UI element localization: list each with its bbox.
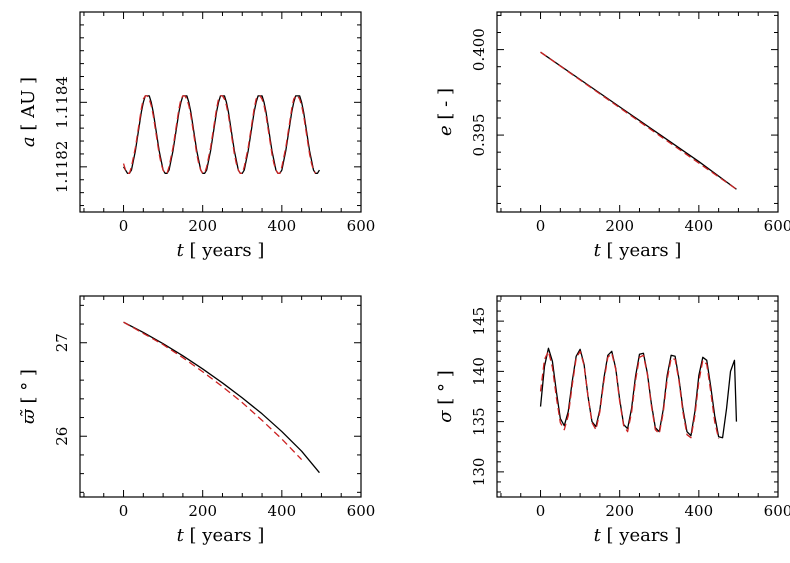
y-axis-label: σ [ ° ] <box>435 370 456 423</box>
x-tick-label: 600 <box>347 502 376 520</box>
x-axis-unit: [ years ] <box>601 525 682 546</box>
panel-sigma: 0 200 400 600 130 135 140 145 t [ years ] σ [ ° ] <box>435 295 790 546</box>
y-tick-label: 140 <box>470 357 488 386</box>
x-tick-label: 200 <box>188 217 217 235</box>
x-axis-label: t [ years ] <box>594 525 682 546</box>
y-axis-variable: e <box>435 125 456 136</box>
y-tick-label: 1.1184 <box>53 76 71 128</box>
y-axis-label: e [ - ] <box>435 88 456 136</box>
y-tick-label: 0.395 <box>470 114 488 157</box>
plot-frame <box>79 295 362 498</box>
y-axis-unit: [ ° ] <box>435 370 456 410</box>
plot-frame <box>496 11 779 213</box>
x-tick-label: 200 <box>605 502 634 520</box>
y-tick-label: 26 <box>53 427 71 446</box>
y-tick-label: 135 <box>470 407 488 436</box>
series-line-solid <box>540 51 737 190</box>
x-tick-label: 0 <box>119 502 129 520</box>
series-line-solid <box>122 95 320 174</box>
x-axis-variable: t <box>594 240 602 261</box>
x-tick-label: 600 <box>764 217 790 235</box>
y-axis-variable: σ <box>435 410 456 423</box>
panel-varpi: 0 200 400 600 26 27 t [ years ] ϖ̃ [ ° ] <box>18 295 376 546</box>
x-axis-variable: t <box>177 240 185 261</box>
x-axis-unit: [ years ] <box>601 240 682 261</box>
series-line-dashed <box>539 350 720 439</box>
y-tick-label: 27 <box>53 333 71 352</box>
panel-a: 0 200 400 600 1.1182 1.1184 t [ years ] a [ AU … <box>18 11 376 261</box>
x-axis-label: t [ years ] <box>177 240 265 261</box>
x-tick-label: 400 <box>685 217 714 235</box>
x-tick-label: 200 <box>188 502 217 520</box>
y-axis-unit: [ ° ] <box>18 369 39 409</box>
series-line-dashed <box>123 321 303 461</box>
x-tick-label: 400 <box>268 502 297 520</box>
x-tick-label: 600 <box>347 217 376 235</box>
series-line-solid <box>123 321 320 474</box>
y-axis-label: ϖ̃ [ ° ] <box>18 369 39 424</box>
series-line-dashed <box>540 51 737 190</box>
y-axis-variable: a <box>18 136 39 147</box>
y-tick-label: 0.400 <box>470 28 488 71</box>
x-tick-label: 400 <box>268 217 297 235</box>
y-axis-unit: [ AU ] <box>18 77 39 136</box>
plot-frame <box>79 11 362 213</box>
x-axis-variable: t <box>177 525 185 546</box>
y-axis-unit: [ - ] <box>435 88 456 125</box>
x-axis-unit: [ years ] <box>184 525 265 546</box>
x-axis-variable: t <box>594 525 602 546</box>
panel-e: 0 200 400 600 0.395 0.400 t [ years ] e [ - ] <box>435 11 790 261</box>
x-tick-label: 200 <box>605 217 634 235</box>
x-axis-label: t [ years ] <box>177 525 265 546</box>
y-tick-label: 130 <box>470 458 488 487</box>
series-line-solid <box>539 347 738 439</box>
y-tick-label: 1.1182 <box>53 141 71 194</box>
x-tick-label: 0 <box>536 502 546 520</box>
y-tick-label: 145 <box>470 307 488 336</box>
x-axis-unit: [ years ] <box>184 240 265 261</box>
x-tick-label: 600 <box>764 502 790 520</box>
x-tick-label: 400 <box>685 502 714 520</box>
x-tick-label: 0 <box>119 217 129 235</box>
plot-frame <box>496 295 779 498</box>
x-axis-label: t [ years ] <box>594 240 682 261</box>
y-axis-label: a [ AU ] <box>18 77 39 147</box>
x-tick-label: 0 <box>536 217 546 235</box>
y-axis-variable: ϖ̃ <box>18 408 39 424</box>
